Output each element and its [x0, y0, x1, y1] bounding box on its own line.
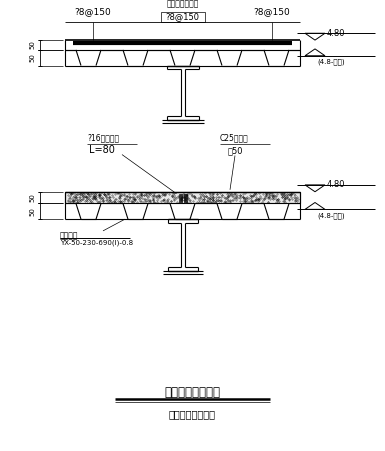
Text: 50: 50	[29, 41, 35, 50]
Text: 压型钉板: 压型钉板	[60, 231, 79, 240]
Bar	[184, 193, 186, 203]
Text: ?8@150: ?8@150	[75, 7, 111, 16]
Text: 4.80: 4.80	[327, 180, 345, 189]
Bar	[161, 12, 204, 23]
Polygon shape	[305, 33, 325, 40]
Text: 厔50: 厔50	[228, 147, 243, 156]
Text: 50: 50	[29, 53, 35, 62]
Text: 50: 50	[29, 193, 35, 202]
Text: L=80: L=80	[89, 145, 115, 155]
Text: 压形钉板组合模板: 压形钉板组合模板	[164, 386, 220, 399]
Text: 50: 50	[29, 207, 35, 216]
Bar	[179, 193, 181, 203]
Text: YX-50-230-690(I)-0.8: YX-50-230-690(I)-0.8	[60, 239, 133, 246]
Text: （板肥与梁平行）: （板肥与梁平行）	[169, 409, 216, 419]
Text: C25混凝土: C25混凝土	[220, 134, 249, 143]
Text: 4.80: 4.80	[327, 29, 345, 38]
Text: ?8@150: ?8@150	[166, 13, 199, 22]
Polygon shape	[305, 185, 325, 192]
Bar	[65, 192, 300, 203]
Text: (4.8-钉板): (4.8-钉板)	[317, 58, 345, 65]
Text: ?8@150: ?8@150	[254, 7, 290, 16]
Text: (4.8-钉板): (4.8-钉板)	[317, 212, 345, 219]
Polygon shape	[305, 202, 325, 209]
Polygon shape	[305, 49, 325, 56]
Text: 板面位置详平面: 板面位置详平面	[166, 0, 199, 9]
Text: ?16梗头焰钉: ?16梗头焰钉	[87, 134, 119, 143]
